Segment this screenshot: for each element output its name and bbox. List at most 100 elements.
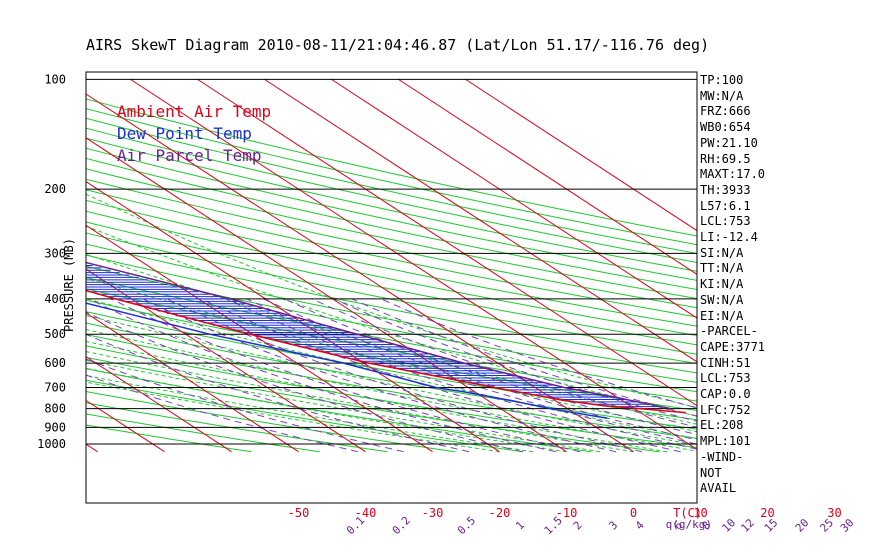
index-entry: MW:N/A [700, 88, 744, 103]
mixing-ratio-line [88, 298, 556, 453]
pressure-tick-label: 100 [44, 72, 66, 86]
dry-adiabat-line [86, 402, 388, 453]
index-entry: WB0:654 [700, 120, 751, 135]
dry-adiabat-line [86, 424, 252, 453]
legend-ambient-air-temp: Ambient Air Temp [117, 102, 272, 121]
dry-adiabat-line [86, 254, 697, 374]
mixing-ratio-line [380, 298, 697, 409]
mixing-ratio-line [142, 298, 617, 453]
index-entry: AVAIL [700, 481, 737, 496]
index-entry: CAPE:3771 [700, 339, 766, 354]
pressure-tick-label: 200 [44, 182, 66, 196]
pressure-tick-label: 800 [44, 402, 66, 416]
index-entry: LCL:753 [700, 214, 751, 229]
dry-adiabat-line [86, 391, 456, 453]
isotherm-line [86, 268, 366, 453]
dry-adiabat-line [86, 379, 524, 453]
mixing-ratio-line [311, 298, 697, 428]
moist-adiabat-line [86, 193, 697, 409]
air-parcel-temp-line [86, 261, 672, 410]
moist-adiabat-line [86, 351, 634, 453]
dry-adiabat-line [86, 147, 697, 281]
isotherm-line [331, 78, 697, 319]
index-entry: EL:208 [700, 418, 744, 433]
bottom-temp-tick-label: 10 [693, 506, 707, 520]
mixing-ratio-label: 12 [738, 516, 757, 535]
index-entry: L57:6.1 [700, 198, 751, 213]
pressure-tick-label: 1000 [37, 437, 66, 451]
index-entry: EI:N/A [700, 308, 744, 323]
bottom-temp-tick-label: -10 [556, 506, 578, 520]
dry-adiabat-line [86, 265, 697, 383]
dry-adiabat-line [86, 189, 697, 318]
dry-adiabat-line [86, 413, 320, 453]
isotherm-line [86, 443, 98, 453]
pressure-tick-label: 400 [44, 292, 66, 306]
mixing-ratio-label: 2 [571, 519, 585, 533]
mixing-ratio-label: 3 [606, 519, 620, 533]
dry-adiabat-line [86, 277, 697, 393]
index-entry: TP:100 [700, 73, 744, 87]
pressure-tick-label: 500 [44, 327, 66, 341]
dry-adiabat-line [86, 333, 697, 439]
legend-dew-point-temp: Dew Point Temp [117, 124, 252, 143]
index-entry: TT:N/A [700, 261, 744, 276]
isotherm-line [0, 79, 31, 451]
mixing-ratio-label: 1 [513, 519, 527, 533]
mixing-ratio-line [351, 298, 697, 417]
mixing-ratio-line [86, 333, 470, 453]
moist-adiabat-line [86, 314, 697, 446]
moist-adiabat-line [86, 277, 697, 433]
moist-adiabat-line [86, 225, 697, 417]
isotherm-line [86, 312, 299, 453]
cape-hatching [86, 264, 662, 408]
isotherm-line [197, 78, 697, 407]
mixing-ratio-line [86, 358, 404, 453]
isotherm-line [130, 78, 697, 451]
index-entry: LFC:752 [700, 402, 751, 417]
temp-unit-label: T(C) [673, 506, 702, 520]
mixing-ratio-unit-label: q(g/kg) [666, 518, 712, 531]
isotherm-line [86, 181, 500, 453]
isotherm-line [398, 78, 697, 275]
mixing-ratio-label: 20 [793, 516, 812, 535]
dry-adiabat-line [86, 243, 697, 365]
dry-adiabat-line [86, 322, 697, 430]
dry-adiabat-line [86, 178, 697, 309]
dry-adiabat-line [86, 127, 697, 263]
mixing-ratio-label: 0.2 [390, 514, 413, 537]
dry-adiabat-line [86, 345, 697, 449]
dry-adiabat-line [86, 168, 697, 300]
isotherm-line [86, 356, 232, 453]
bottom-temp-tick-label: -30 [422, 506, 444, 520]
mixing-ratio-label: 0.5 [455, 514, 478, 537]
mixing-ratio-line [166, 298, 643, 453]
mixing-ratio-label: 4 [633, 518, 647, 532]
bottom-temp-tick-label: 0 [630, 506, 637, 520]
index-entry: SI:N/A [700, 245, 744, 260]
index-entry: -WIND- [700, 449, 744, 464]
index-entry: -PARCEL- [700, 324, 758, 339]
pressure-tick-label: 700 [44, 381, 66, 395]
index-entry: SW:N/A [700, 292, 744, 307]
index-entry: KI:N/A [700, 277, 744, 292]
index-entry: CAP:0.0 [700, 387, 751, 401]
legend-air-parcel-temp: Air Parcel Temp [117, 146, 262, 165]
pressure-tick-label: 300 [44, 246, 66, 260]
dry-adiabat-line [86, 117, 697, 255]
isotherm-line [264, 78, 697, 363]
dry-adiabat-line [86, 137, 697, 272]
bottom-temp-tick-label: -40 [355, 506, 377, 520]
chart-title: AIRS SkewT Diagram 2010-08-11/21:04:46.8… [86, 36, 710, 54]
index-entry: RH:69.5 [700, 151, 751, 166]
pressure-tick-label: 600 [44, 356, 66, 370]
isotherm-line [86, 137, 567, 453]
y-axis-label: PRESSURE (MB) [62, 238, 76, 332]
bottom-temp-tick-label: -20 [489, 506, 511, 520]
index-entry: PW:21.10 [700, 135, 758, 150]
index-entry: MAXT:17.0 [700, 167, 766, 182]
dew-point-temp-line [86, 302, 608, 420]
index-entry: LCL:753 [700, 371, 751, 386]
pressure-tick-label: 900 [44, 420, 66, 434]
